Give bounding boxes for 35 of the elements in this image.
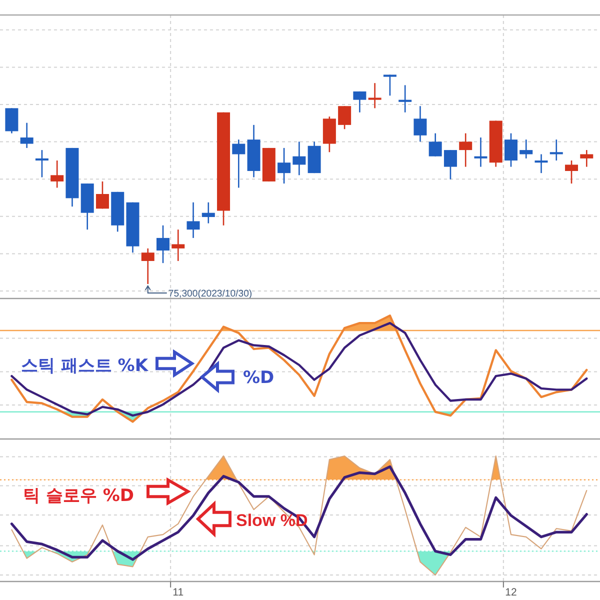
candlestick [474, 136, 488, 168]
candlestick [520, 138, 533, 160]
x-tick-label: 12 [505, 586, 517, 598]
candlestick [368, 82, 382, 109]
candlestick [172, 228, 185, 262]
candlestick [383, 74, 396, 96]
x-tick-label: 11 [172, 586, 184, 598]
candlestick [459, 132, 472, 168]
candlestick [35, 149, 48, 178]
annotation: 틱 슬로우 %D [23, 486, 134, 506]
candlestick [50, 160, 64, 188]
candlestick [292, 141, 306, 176]
candlestick [156, 224, 170, 264]
candlestick [96, 180, 109, 210]
candlestick [202, 202, 215, 224]
candlestick [141, 248, 154, 285]
candlestick [338, 105, 352, 130]
annotation: %D [243, 368, 274, 388]
candlestick [550, 138, 563, 162]
candlestick [565, 160, 578, 184]
candlestick [534, 154, 548, 174]
candlestick [5, 108, 18, 134]
candlestick [504, 132, 518, 168]
candlestick [232, 138, 246, 188]
candlestick [580, 149, 594, 168]
candlestick [444, 149, 457, 180]
text: 75,300(2023/10/30) [168, 288, 252, 300]
candlestick [186, 202, 200, 239]
candlestick [353, 90, 366, 114]
candlestick [414, 105, 427, 142]
candlestick [278, 147, 291, 184]
candlestick [20, 122, 34, 149]
candlestick [428, 132, 442, 157]
candlestick [398, 84, 412, 114]
annotation: 스틱 패스트 %K [20, 356, 149, 376]
